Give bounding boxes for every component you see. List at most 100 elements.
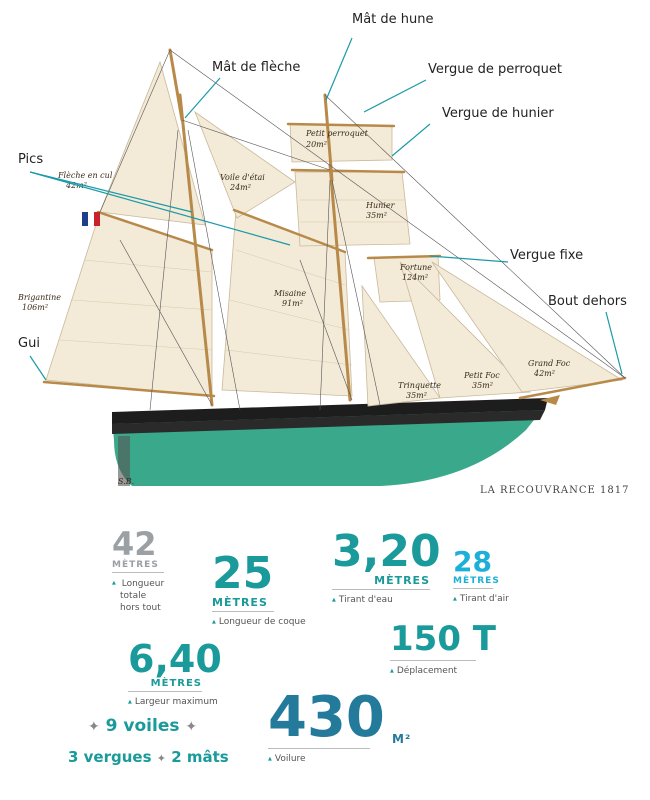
- label-misaine: Misaine: [273, 289, 306, 298]
- stat-desc: Longueur totale hors tout: [112, 578, 192, 614]
- vergue-fixe-spar: [366, 254, 442, 260]
- hull: [112, 398, 548, 486]
- main-topmast: [168, 48, 184, 122]
- stat-voilure: 430 M² Voilure: [268, 690, 412, 764]
- count-voiles-row: ✦ 9 voiles ✦: [88, 716, 197, 736]
- stat-largeur: 6,40 MÈTRES Largeur maximum: [128, 640, 238, 707]
- sail-seams: [59, 199, 408, 366]
- callout-gui: Gui: [18, 336, 40, 351]
- stat-longueur-coque: 25 MÈTRES Longueur de coque: [212, 552, 312, 627]
- label-grand-foc: Grand Foc: [528, 359, 571, 368]
- stat-value-row: 430 M²: [268, 690, 412, 747]
- sail-grand-foc: [431, 261, 624, 393]
- label-fleche-en-cul: Flèche en cul: [57, 171, 113, 180]
- pic-fore: [232, 208, 347, 254]
- label-grand-foc-area: 42m²: [533, 369, 555, 378]
- count-vergues-mats-row: 3 vergues ✦ 2 mâts: [68, 748, 229, 766]
- leader-mat-de-fleche: [184, 77, 221, 119]
- stat-rule: [212, 611, 274, 612]
- foremast: [328, 163, 352, 402]
- diagram-caption: LA RECOUVRANCE 1817: [480, 485, 630, 496]
- stat-value: 3,20: [332, 526, 441, 577]
- bout-dehors-spar: [518, 376, 627, 400]
- star-icon: ✦: [88, 719, 100, 735]
- stat-rule: [268, 748, 370, 749]
- stat-desc-line: hors tout: [120, 603, 161, 614]
- stat-deplacement: 150 T Déplacement: [390, 622, 500, 676]
- stat-value: 25: [212, 548, 274, 599]
- leader-vergue-perroquet: [363, 79, 427, 113]
- stat-desc: Tirant d'eau: [332, 595, 442, 605]
- stat-value: 42: [112, 525, 157, 563]
- stat-desc: Déplacement: [390, 666, 500, 676]
- callout-leaders: [29, 37, 623, 381]
- label-trinquette: Trinquette: [398, 381, 441, 390]
- label-voile-detai: Voile d'étai: [220, 173, 265, 182]
- stat-unit: MÈTRES: [453, 576, 500, 586]
- leader-pics-2: [29, 171, 291, 246]
- stat-rule: [128, 691, 202, 692]
- mainmast: [178, 93, 214, 407]
- callout-pics: Pics: [18, 152, 44, 167]
- label-fortune-area: 124m²: [402, 273, 428, 282]
- flag: [82, 212, 100, 226]
- stat-rule: [453, 588, 493, 589]
- star-icon: ✦: [156, 752, 166, 765]
- stat-desc-line: totale: [120, 591, 147, 602]
- callout-mat-de-fleche: Mât de flèche: [212, 60, 301, 75]
- stat-desc: Tirant d'air: [453, 594, 543, 604]
- label-misaine-area: 91m²: [282, 299, 303, 308]
- leader-pics-1: [29, 171, 193, 213]
- sail-trinquette: [361, 284, 441, 407]
- label-petit-perroquet-area: 20m²: [305, 140, 327, 149]
- stat-desc-line: Longueur: [121, 579, 165, 589]
- masts: [168, 48, 352, 407]
- callout-vergue-fixe: Vergue fixe: [510, 248, 584, 263]
- callout-mat-de-hune: Mât de hune: [352, 12, 434, 27]
- leader-mat-de-hune: [325, 37, 353, 101]
- callout-vergue-de-hunier: Vergue de hunier: [442, 106, 554, 121]
- stat-value: 28: [453, 545, 492, 578]
- stat-value: 6,40: [128, 637, 222, 681]
- label-trinquette-area: 35m²: [406, 391, 427, 400]
- stat-desc: Voilure: [268, 754, 408, 764]
- leader-vergue-fixe: [429, 255, 509, 263]
- callout-bout-dehors: Bout dehors: [548, 294, 627, 309]
- artist-signature: S.B.: [118, 477, 134, 486]
- vergue-perroquet-spar: [286, 122, 396, 128]
- star-icon: ✦: [185, 719, 198, 735]
- stat-tirant-air: 28 MÈTRES Tirant d'air: [453, 548, 543, 604]
- stat-desc: Largeur maximum: [128, 697, 238, 707]
- count-mats: 2 mâts: [171, 748, 229, 766]
- label-hunier-area: 35m²: [366, 211, 387, 220]
- stat-rule: [390, 660, 476, 661]
- leader-gui: [29, 355, 47, 381]
- rigging: [99, 49, 626, 411]
- stat-longueur-totale: 42 MÈTRES Longueur totale hors tout: [112, 528, 192, 614]
- label-hunier: Hunier: [365, 201, 396, 210]
- stat-unit: MÈTRES: [212, 596, 268, 609]
- bow-detail: [540, 395, 560, 405]
- stat-unit: MÈTRES: [150, 678, 202, 689]
- label-fortune: Fortune: [399, 263, 432, 272]
- sail-fleche-en-cul: [99, 60, 206, 226]
- stat-rule: [112, 572, 164, 573]
- ship-diagram: Flèche en cul 42m² Voile d'étai 24m² Pet…: [17, 37, 627, 486]
- label-petit-perroquet: Petit perroquet: [305, 129, 369, 138]
- label-voile-detai-area: 24m²: [229, 183, 251, 192]
- spars: [42, 122, 627, 400]
- gui-spar: [42, 380, 216, 398]
- stat-value: 150 T: [390, 619, 497, 659]
- callout-vergue-de-perroquet: Vergue de perroquet: [428, 62, 562, 77]
- stat-unit: M²: [392, 732, 412, 746]
- sail-petit-foc: [399, 261, 531, 399]
- label-brigantine: Brigantine: [17, 293, 61, 302]
- sail-voile-detai: [194, 110, 296, 219]
- stat-tirant-eau: 3,20 MÈTRES Tirant d'eau: [332, 530, 442, 605]
- label-brigantine-area: 106m²: [22, 303, 48, 312]
- sail-labels: Flèche en cul 42m² Voile d'étai 24m² Pet…: [17, 129, 571, 486]
- stat-unit: MÈTRES: [112, 560, 159, 570]
- label-petit-foc: Petit Foc: [463, 371, 500, 380]
- pic-main: [96, 210, 214, 252]
- stat-value: 430: [268, 685, 385, 750]
